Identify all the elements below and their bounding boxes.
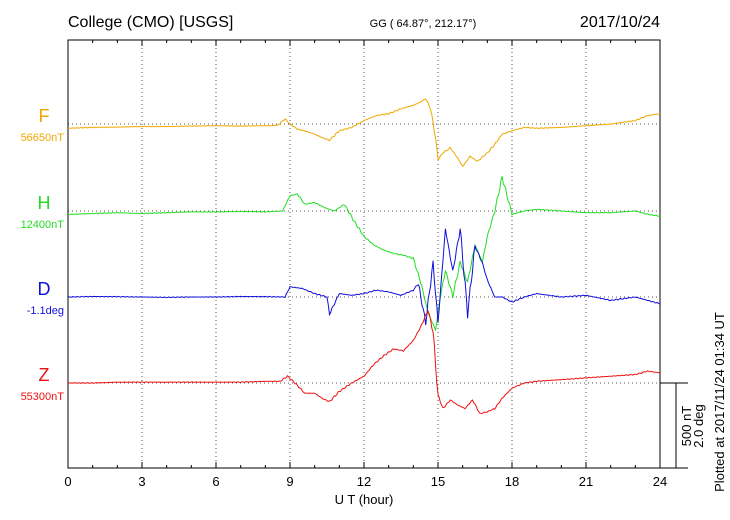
series-Z-line bbox=[67, 309, 661, 414]
x-tick-label: 3 bbox=[138, 474, 145, 489]
series-D-baseline: -1.1deg bbox=[27, 305, 64, 317]
x-tick-label: 21 bbox=[579, 474, 593, 489]
date-label: 2017/10/24 bbox=[580, 14, 660, 31]
coordinates-label: GG ( 64.87°, 212.17°) bbox=[370, 18, 477, 30]
plotted-timestamp: Plotted at 2017/11/24 01:34 UT bbox=[712, 312, 727, 492]
series-Z-label: Z bbox=[39, 365, 50, 385]
x-tick-label: 0 bbox=[64, 474, 71, 489]
series-group bbox=[67, 98, 661, 414]
x-tick-label: 12 bbox=[357, 474, 371, 489]
x-ticks: 0 3 6 9 12 15 18 21 24 bbox=[64, 40, 667, 489]
series-F-baseline: 56650nT bbox=[21, 132, 65, 144]
scale-bar-deg-label: 2.0 deg bbox=[691, 404, 706, 447]
x-tick-label: 15 bbox=[431, 474, 445, 489]
series-Z-baseline: 55300nT bbox=[21, 391, 65, 403]
series-F-label: F bbox=[39, 106, 50, 126]
grid-lines bbox=[68, 40, 660, 468]
scale-bar: 500 nT 2.0 deg bbox=[660, 382, 706, 469]
x-tick-label: 9 bbox=[286, 474, 293, 489]
x-tick-label: 24 bbox=[653, 474, 667, 489]
series-H-baseline: 12400nT bbox=[21, 219, 65, 231]
scale-bar-nt-label: 500 nT bbox=[679, 406, 694, 447]
station-title: College (CMO) [USGS] bbox=[68, 14, 233, 31]
series-labels: F 56650nT H 12400nT D -1.1deg Z 55300nT bbox=[21, 106, 65, 403]
x-tick-label: 6 bbox=[212, 474, 219, 489]
series-F-line bbox=[67, 98, 661, 168]
series-H-line bbox=[67, 176, 661, 331]
series-D-line bbox=[67, 228, 661, 326]
series-H-label: H bbox=[38, 193, 51, 213]
x-axis-label: U T (hour) bbox=[335, 492, 394, 507]
series-D-label: D bbox=[38, 279, 51, 299]
x-tick-label: 18 bbox=[505, 474, 519, 489]
